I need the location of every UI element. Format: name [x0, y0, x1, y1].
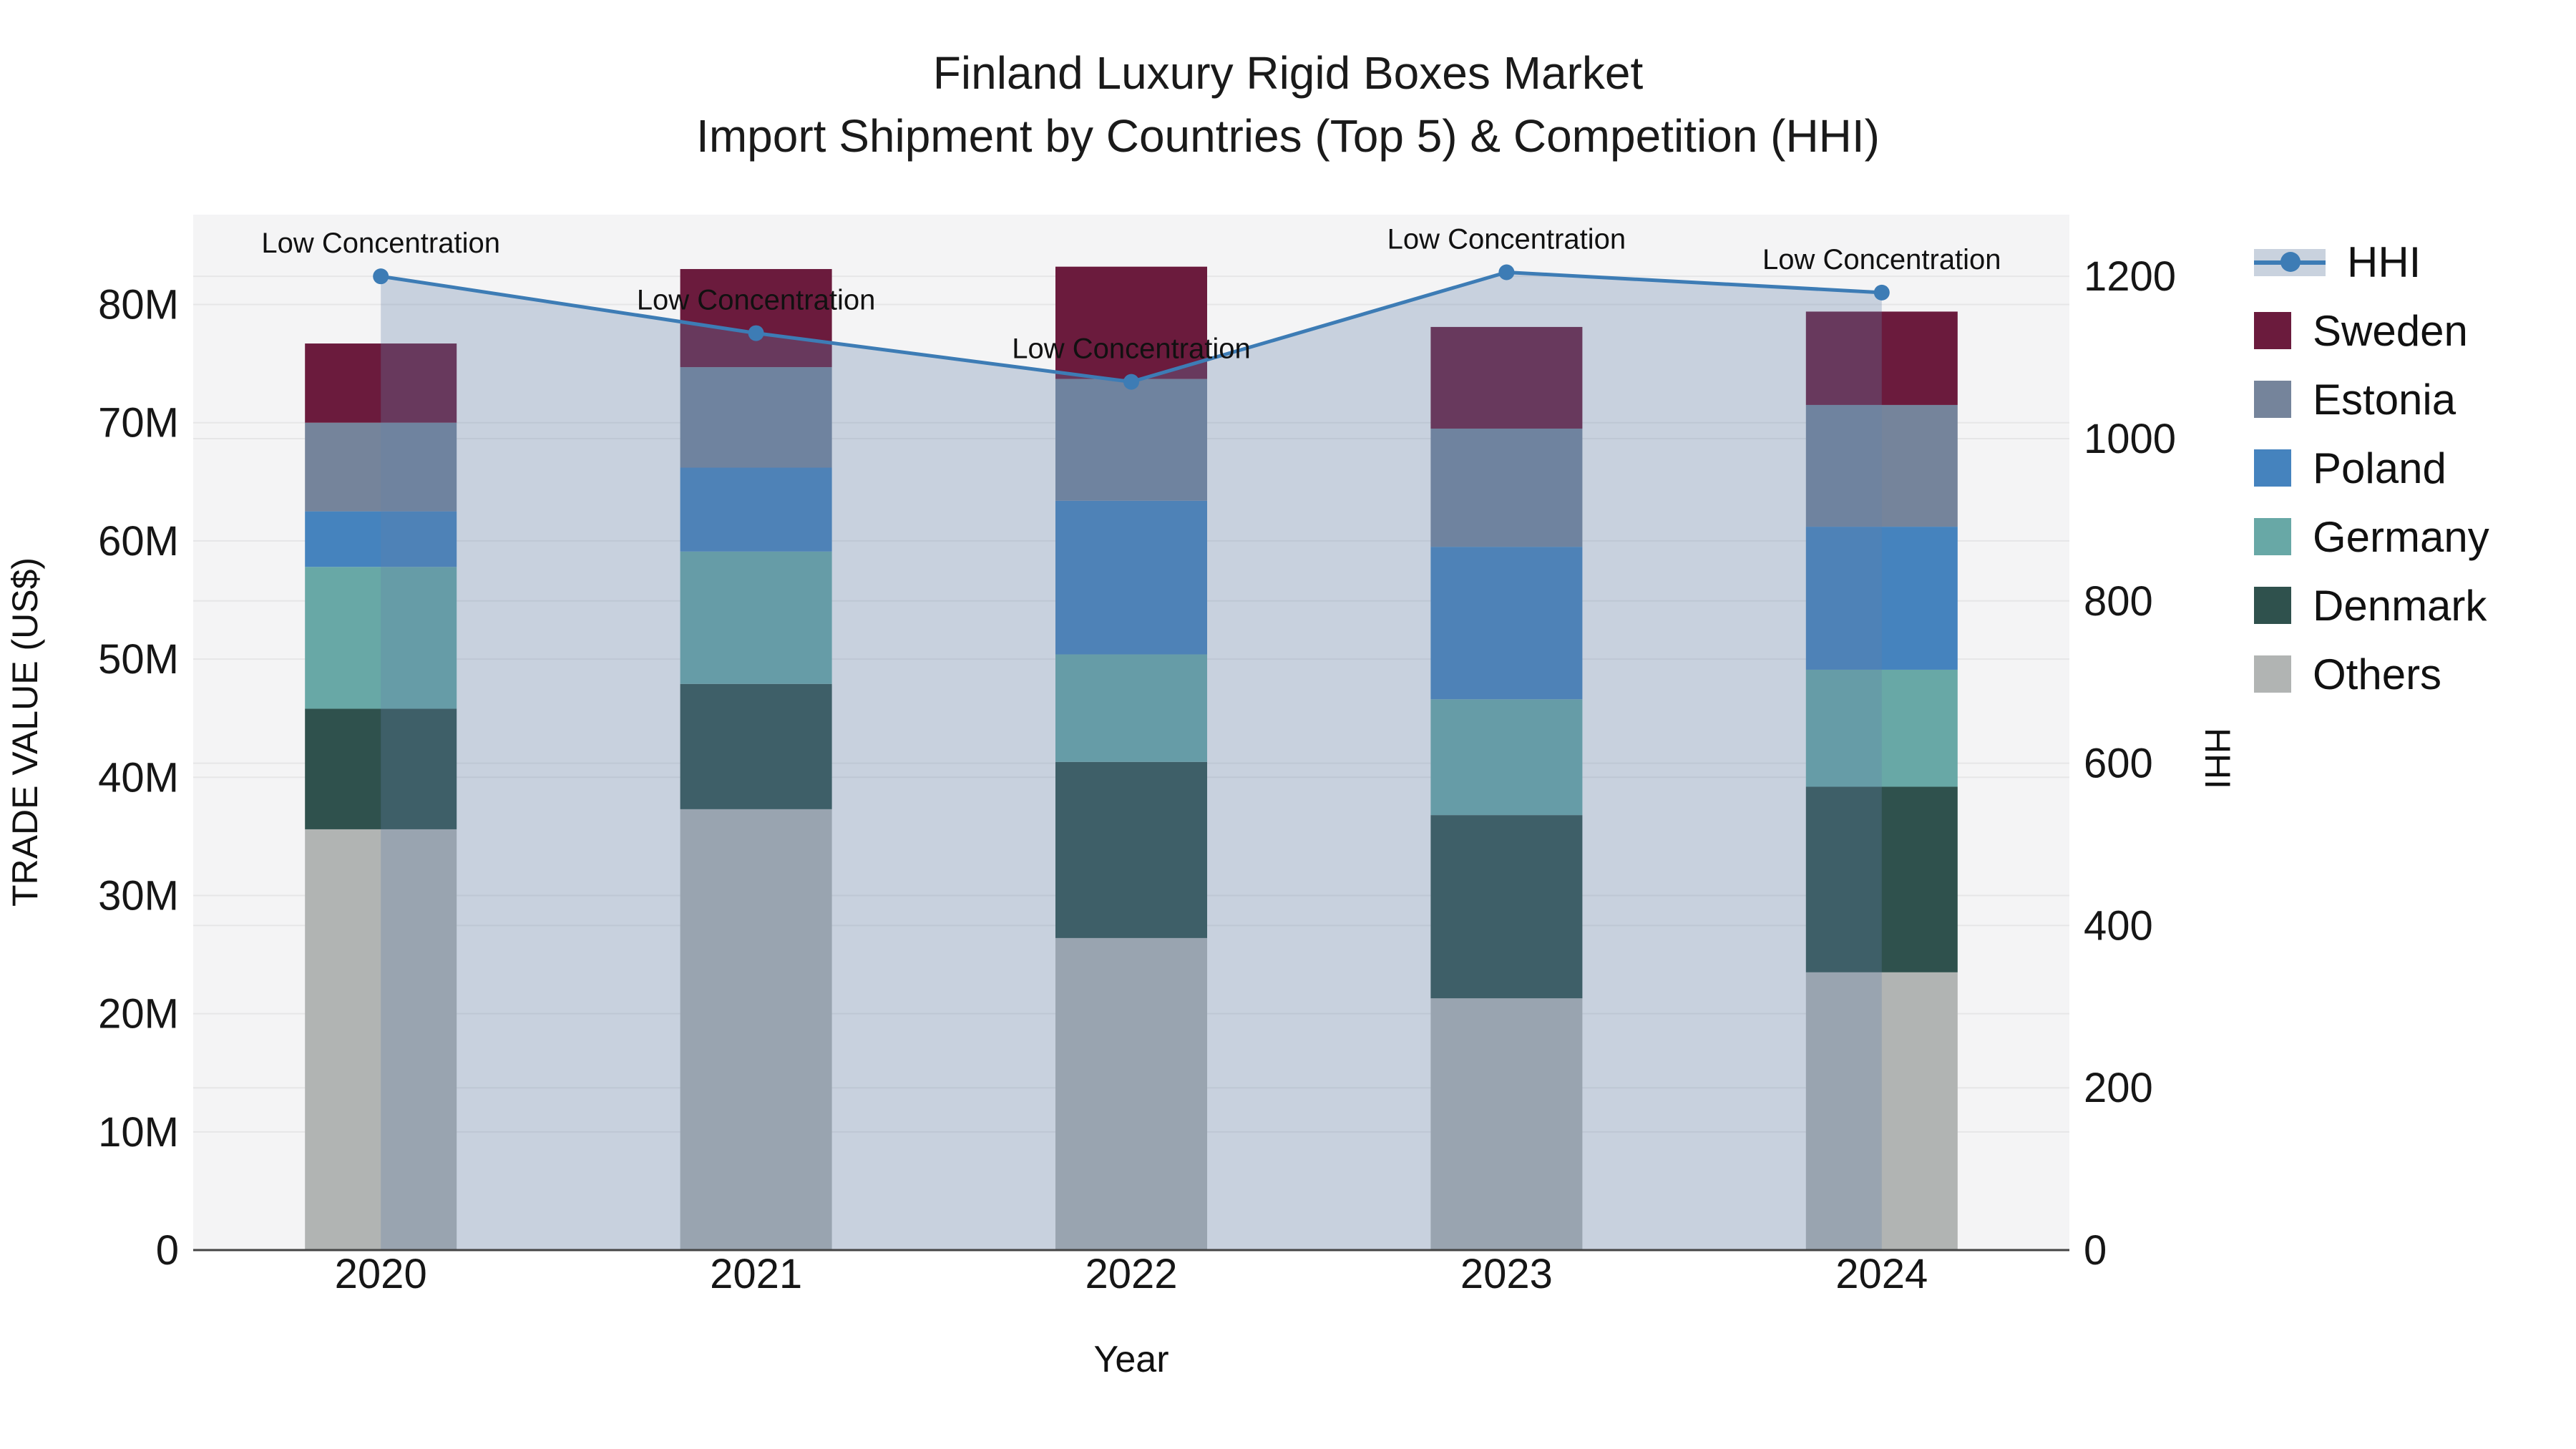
y-right-tick-label: 1200 — [2084, 253, 2176, 300]
legend-item-hhi[interactable]: HHI — [2254, 228, 2489, 296]
legend-label: Germany — [2313, 512, 2489, 561]
y-left-tick-label: 30M — [98, 872, 179, 919]
bar-segment-estonia-2024[interactable] — [1805, 404, 1958, 527]
bar-segment-others-2021[interactable] — [680, 809, 832, 1250]
legend-item-poland[interactable]: Poland — [2254, 434, 2489, 502]
annotation-2024: Low Concentration — [1762, 244, 2001, 275]
legend-label: Estonia — [2313, 375, 2457, 424]
legend-label: Others — [2313, 650, 2442, 698]
hhi-marker-2022[interactable] — [1123, 374, 1139, 390]
bar-segment-sweden-2021[interactable] — [680, 268, 832, 368]
legend-item-germany[interactable]: Germany — [2254, 502, 2489, 571]
bar-segment-germany-2020[interactable] — [305, 567, 457, 709]
legend-swatch-germany — [2254, 518, 2291, 555]
hhi-marker-2020[interactable] — [373, 268, 389, 285]
bar-segment-others-2022[interactable] — [1055, 937, 1207, 1250]
legend-swatch-others — [2254, 655, 2291, 693]
hhi-fill-area — [381, 272, 1882, 1250]
bar-segment-sweden-2022[interactable] — [1055, 266, 1207, 379]
x-tick-label-2023: 2023 — [1460, 1251, 1553, 1297]
annotation-2020: Low Concentration — [261, 228, 500, 259]
bar-segment-denmark-2021[interactable] — [680, 683, 832, 809]
y-left-tick-label: 70M — [98, 400, 179, 447]
hhi-dot — [2280, 252, 2301, 272]
bar-segment-others-2020[interactable] — [305, 829, 457, 1250]
bar-segment-estonia-2020[interactable] — [305, 422, 457, 512]
bar-segment-poland-2020[interactable] — [305, 511, 457, 567]
y-right-tick-label: 400 — [2084, 902, 2153, 949]
y-left-tick-label: 10M — [98, 1109, 179, 1156]
legend-item-denmark[interactable]: Denmark — [2254, 571, 2489, 640]
annotation-2022: Low Concentration — [1012, 333, 1251, 365]
y-right-tick-label: 0 — [2084, 1227, 2107, 1274]
x-axis-title: Year — [1093, 1339, 1169, 1380]
hhi-marker-2024[interactable] — [1873, 284, 1890, 301]
legend-label: Poland — [2313, 444, 2446, 492]
y-left-tick-label: 50M — [98, 636, 179, 683]
legend-item-sweden[interactable]: Sweden — [2254, 296, 2489, 365]
bar-segment-denmark-2020[interactable] — [305, 708, 457, 829]
legend-label: HHI — [2347, 238, 2421, 286]
annotation-2023: Low Concentration — [1387, 224, 1626, 255]
legend-swatch-poland — [2254, 449, 2291, 487]
legend-label: Denmark — [2313, 581, 2487, 630]
bar-segment-sweden-2023[interactable] — [1430, 326, 1583, 429]
annotation-2021: Low Concentration — [637, 285, 876, 316]
legend-swatch-sweden — [2254, 312, 2291, 349]
y-left-tick-label: 40M — [98, 754, 179, 801]
hhi-marker-2023[interactable] — [1498, 264, 1515, 280]
chart-title-line2: Import Shipment by Countries (Top 5) & C… — [696, 110, 1880, 162]
bar-segment-estonia-2022[interactable] — [1055, 379, 1207, 501]
legend-hhi-line-icon — [2254, 243, 2326, 280]
x-tick-label-2021: 2021 — [710, 1251, 802, 1297]
chart-title-line1: Finland Luxury Rigid Boxes Market — [932, 47, 1644, 99]
legend-swatch-estonia — [2254, 381, 2291, 418]
y-right-tick-label: 600 — [2084, 741, 2153, 787]
bar-segment-poland-2022[interactable] — [1055, 500, 1207, 655]
y-left-tick-label: 0 — [156, 1227, 179, 1274]
bar-segment-germany-2024[interactable] — [1805, 669, 1958, 787]
bar-segment-others-2024[interactable] — [1805, 972, 1958, 1250]
x-tick-label-2020: 2020 — [335, 1251, 427, 1297]
legend-swatch-denmark — [2254, 587, 2291, 624]
y-right-tick-label: 1000 — [2084, 416, 2176, 462]
bar-segment-germany-2021[interactable] — [680, 551, 832, 684]
bar-segment-poland-2023[interactable] — [1430, 547, 1583, 700]
bar-segment-poland-2024[interactable] — [1805, 527, 1958, 670]
bar-segment-denmark-2024[interactable] — [1805, 786, 1958, 972]
x-tick-label-2022: 2022 — [1085, 1251, 1177, 1297]
y-left-tick-label: 60M — [98, 518, 179, 565]
bar-segment-others-2023[interactable] — [1430, 998, 1583, 1250]
bar-segment-sweden-2020[interactable] — [305, 343, 457, 423]
y-right-axis-title: HHI — [2197, 728, 2238, 789]
chart-title: Finland Luxury Rigid Boxes Market Import… — [0, 42, 2576, 167]
bar-segment-estonia-2023[interactable] — [1430, 428, 1583, 547]
hhi-marker-2021[interactable] — [748, 325, 764, 341]
legend: HHI Sweden Estonia Poland Germany Denmark Othe… — [2254, 228, 2489, 708]
bar-segment-denmark-2023[interactable] — [1430, 815, 1583, 999]
bar-segment-poland-2021[interactable] — [680, 467, 832, 552]
bar-segment-germany-2023[interactable] — [1430, 699, 1583, 816]
legend-item-estonia[interactable]: Estonia — [2254, 365, 2489, 434]
legend-label: Sweden — [2313, 306, 2468, 355]
x-tick-label-2024: 2024 — [1835, 1251, 1928, 1297]
y-left-tick-label: 80M — [98, 282, 179, 328]
y-left-tick-label: 20M — [98, 991, 179, 1038]
bar-segment-germany-2022[interactable] — [1055, 654, 1207, 762]
bar-segment-sweden-2024[interactable] — [1805, 311, 1958, 405]
y-left-axis-title: TRADE VALUE (US$) — [5, 557, 45, 907]
bar-segment-denmark-2022[interactable] — [1055, 761, 1207, 938]
y-right-tick-label: 800 — [2084, 578, 2153, 625]
bar-segment-estonia-2021[interactable] — [680, 367, 832, 468]
y-right-tick-label: 200 — [2084, 1065, 2153, 1111]
legend-item-others[interactable]: Others — [2254, 640, 2489, 708]
